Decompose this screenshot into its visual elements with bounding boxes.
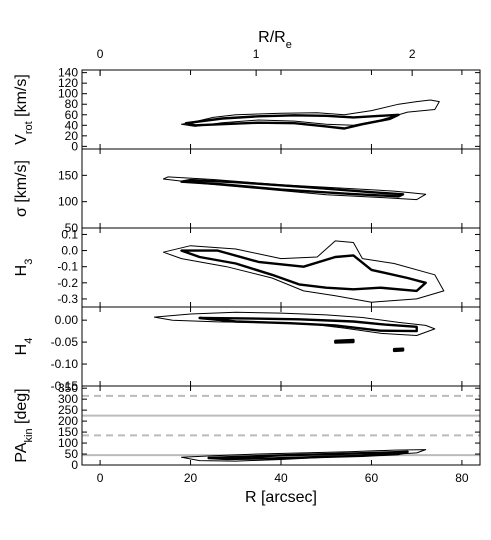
y-tick-label-h3-0: -0.3 [57,292,78,306]
y-tick-label-vrot-0: 0 [71,139,78,153]
y-tick-label-vrot-6: 120 [58,76,78,90]
y-axis-label-h3: H3 [13,259,35,277]
y-axis-label-pa: PAkin [deg] [13,388,35,462]
y-tick-label-h3-1: -0.2 [57,276,78,290]
y-tick-label-sigma-2: 150 [58,168,78,182]
contour-h3-inner-1 [180,249,427,293]
y-tick-label-pa-0: 0 [71,458,78,472]
panel-sigma: 50 100 150 [58,148,481,235]
contour-vrot-outer-0 [181,99,440,127]
y-tick-label-vrot-7: 140 [58,66,78,80]
contour-h3-outer-0 [162,240,445,303]
top-tick-label-2: 2 [409,47,416,61]
y-axis-label-sigma: σ [km/s] [13,160,30,217]
x-axis-label: R [arcsec] [245,489,317,506]
x-tick-label-3: 60 [365,471,379,485]
x-tick-label-4: 80 [455,471,469,485]
top-axis-label: R/Re [258,29,292,51]
chart-panels: 02040608010012014050100150-0.3-0.2-0.10.… [51,66,481,472]
contour-h4-small-3 [392,347,405,353]
panel-h4: -0.15 -0.10 -0.05 0.00 [51,306,481,393]
y-tick-label-h4-3: 0.00 [55,313,79,327]
top-tick-label-1: 1 [253,47,260,61]
top-tick-label-0: 0 [97,47,104,61]
y-tick-label-vrot-4: 80 [65,97,79,111]
y-tick-label-sigma-1: 100 [58,195,78,209]
y-tick-label-pa-1: 50 [65,447,79,461]
contour-h4-inner-1 [198,316,418,333]
y-axis-labels: Vrot [km/s] σ [km/s] H3 H4 PAkin [deg] [13,74,35,462]
y-tick-label-pa-2: 100 [58,436,78,450]
y-tick-label-pa-5: 250 [58,403,78,417]
y-tick-label-pa-4: 200 [58,414,78,428]
contour-pa-outer-0 [181,449,427,462]
bottom-axis: 0 20 40 60 80 R [arcsec] [97,471,469,506]
x-tick-label-0: 0 [97,471,104,485]
panel-frame-h3 [81,227,481,308]
y-tick-label-pa-6: 300 [58,392,78,406]
y-tick-label-vrot-5: 100 [58,87,78,101]
y-tick-label-vrot-1: 20 [65,129,79,143]
y-tick-label-h4-0: -0.15 [51,379,79,393]
y-axis-label-h4: H4 [13,338,35,356]
top-axis: 0 1 2 R/Re [97,29,416,76]
contour-pa-inner-1 [207,450,409,461]
panel-h3: -0.3 -0.2 -0.1 0.0 0.1 [57,227,481,308]
contour-vrot-inner-1 [184,113,400,130]
y-tick-label-pa-3: 150 [58,425,78,439]
panel-frame-vrot [81,69,481,150]
x-tick-label-2: 40 [274,471,288,485]
y-tick-label-h4-2: -0.05 [51,335,79,349]
y-tick-label-h3-2: -0.1 [57,260,78,274]
y-tick-label-vrot-3: 60 [65,108,79,122]
y-tick-label-vrot-2: 40 [65,118,79,132]
y-tick-label-sigma-0: 50 [65,221,79,235]
y-tick-label-pa-7: 350 [58,381,78,395]
y-tick-label-h3-4: 0.1 [61,227,78,241]
contour-h4-small-2 [334,338,355,344]
x-tick-label-1: 20 [184,471,198,485]
y-tick-label-h3-3: 0.0 [61,244,78,258]
y-tick-label-h4-1: -0.10 [51,357,79,371]
y-axis-label-vrot: Vrot [km/s] [13,74,35,145]
contour-sigma-inner-1 [180,178,405,198]
